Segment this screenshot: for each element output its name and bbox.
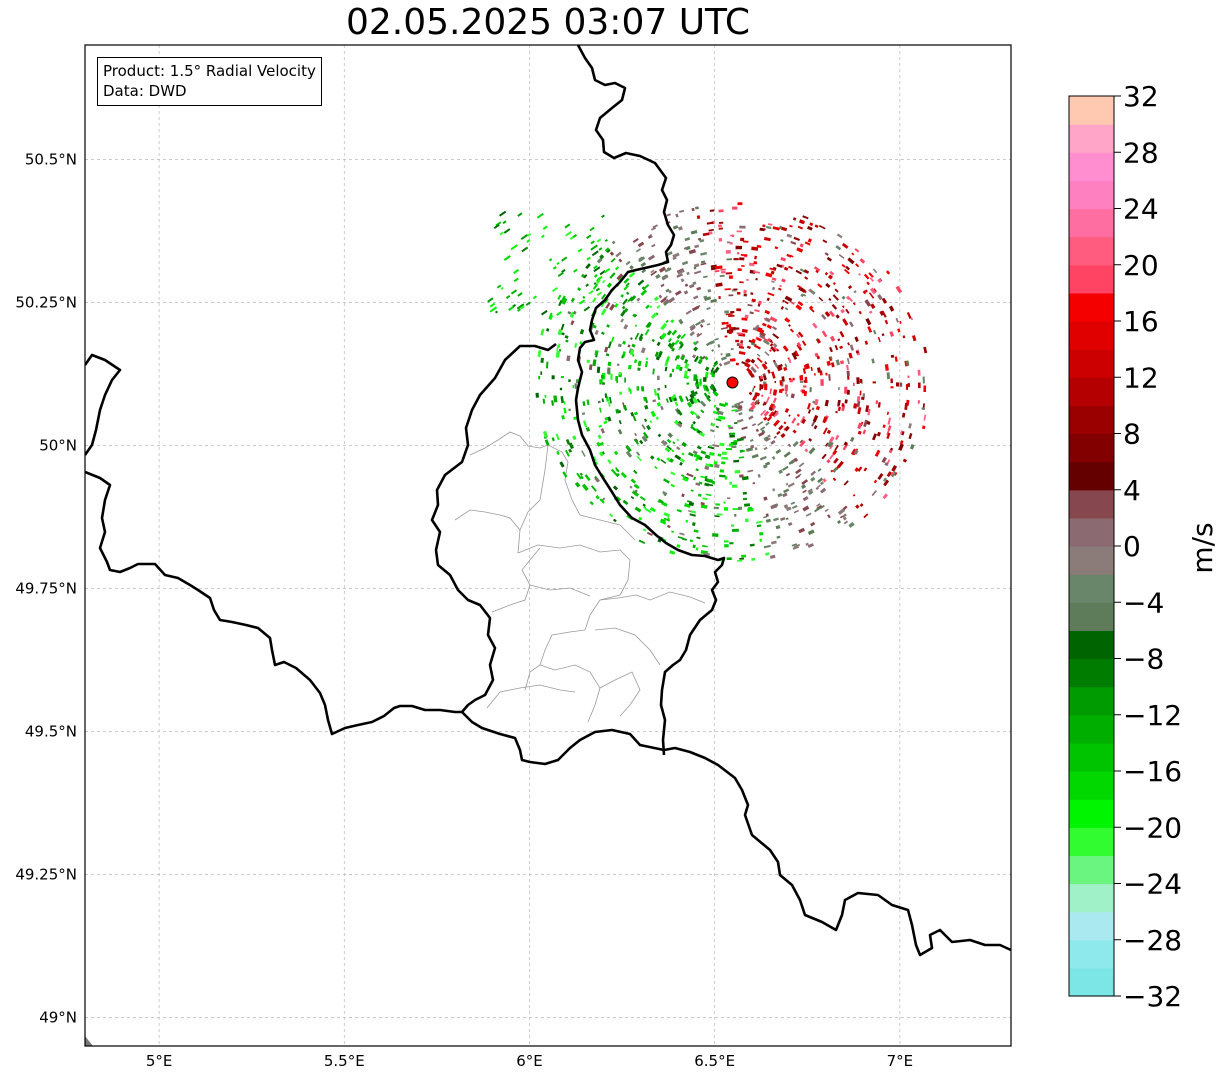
data-source-label: Data: DWD xyxy=(103,82,187,100)
colorbar-block xyxy=(1069,208,1114,238)
colorbar-block xyxy=(1069,686,1114,716)
colorbar-tick-label: −32 xyxy=(1123,980,1182,1013)
colorbar-block xyxy=(1069,180,1114,210)
colorbar-tick-label: 12 xyxy=(1123,361,1159,394)
gridlines xyxy=(85,45,1011,1046)
colorbar-block xyxy=(1069,489,1114,519)
colorbar: 32 28 24 20 16 12 8 4 0 −4 −8 −12 −16 −20 −24 −28 −32 m/… xyxy=(1068,80,1219,1013)
colorbar-block xyxy=(1069,714,1114,744)
colorbar-block xyxy=(1069,152,1114,181)
radar-velocity-returns xyxy=(487,202,928,562)
colorbar-block xyxy=(1069,124,1114,153)
y-tick-label: 50.5°N xyxy=(25,150,77,168)
colorbar-block xyxy=(1069,264,1114,294)
colorbar-block xyxy=(1069,967,1114,997)
colorbar-tick-label: 0 xyxy=(1123,530,1141,563)
product-label: Product: 1.5° Radial Velocity xyxy=(103,62,316,80)
colorbar-block xyxy=(1069,658,1114,688)
colorbar-block xyxy=(1069,883,1114,913)
info-box: Product: 1.5° Radial Velocity Data: DWD xyxy=(97,57,322,106)
y-tick-label: 50.25°N xyxy=(15,293,77,311)
colorbar-block xyxy=(1069,517,1114,547)
colorbar-tick-label: −28 xyxy=(1123,924,1182,957)
colorbar-block xyxy=(1069,433,1114,463)
colorbar-label: m/s xyxy=(1186,522,1219,573)
x-tick-label: 6°E xyxy=(516,1052,543,1070)
colorbar-tick-label: 32 xyxy=(1123,80,1159,113)
colorbar-block xyxy=(1069,546,1114,575)
colorbar-block xyxy=(1069,461,1114,491)
map-frame xyxy=(84,44,1012,1047)
colorbar-tick-label: −4 xyxy=(1123,586,1164,619)
colorbar-tick-label: 16 xyxy=(1123,305,1159,338)
colorbar-block xyxy=(1069,236,1114,266)
map-area xyxy=(85,45,1011,1046)
colorbar-block xyxy=(1069,799,1114,828)
map-title: 02.05.2025 03:07 UTC xyxy=(345,2,751,43)
colorbar-tick-label: −24 xyxy=(1123,868,1182,901)
colorbar-tick-label: −12 xyxy=(1123,699,1182,732)
colorbar-block xyxy=(1069,911,1114,941)
colorbar-tick-label: −16 xyxy=(1123,755,1182,788)
x-axis-ticks: 5°E 5.5°E 6°E 6.5°E 7°E xyxy=(146,1052,913,1070)
colorbar-block xyxy=(1069,939,1114,969)
colorbar-block xyxy=(1069,292,1114,322)
y-tick-label: 49.75°N xyxy=(15,579,77,597)
colorbar-tick-label: 24 xyxy=(1123,193,1159,226)
colorbar-block xyxy=(1069,602,1114,631)
y-tick-label: 49.25°N xyxy=(15,865,77,883)
y-axis-ticks: 50.5°N 50.25°N 50°N 49.75°N 49.5°N 49.25°N 49°… xyxy=(15,150,77,1026)
x-tick-label: 5.5°E xyxy=(324,1052,365,1070)
colorbar-tick-label: −8 xyxy=(1123,643,1164,676)
district-boundaries xyxy=(454,431,706,723)
corner-land-fragment xyxy=(85,1036,93,1046)
colorbar-tick-label: −20 xyxy=(1123,811,1182,844)
y-tick-label: 50°N xyxy=(39,436,77,454)
colorbar-block xyxy=(1069,630,1114,660)
colorbar-block xyxy=(1069,855,1114,885)
colorbar-block xyxy=(1069,574,1114,603)
colorbar-block xyxy=(1069,742,1114,772)
colorbar-block xyxy=(1069,771,1114,800)
y-tick-label: 49°N xyxy=(39,1008,77,1026)
colorbar-block xyxy=(1069,377,1114,406)
colorbar-tick-label: 4 xyxy=(1123,474,1141,507)
colorbar-block xyxy=(1069,405,1114,435)
x-tick-label: 5°E xyxy=(146,1052,173,1070)
colorbar-tick-label: 8 xyxy=(1123,418,1141,451)
colorbar-ticks: 32 28 24 20 16 12 8 4 0 −4 −8 −12 −16 −20 −24 −28 −32 xyxy=(1114,80,1182,1013)
colorbar-block xyxy=(1069,349,1114,378)
x-tick-label: 7°E xyxy=(887,1052,914,1070)
colorbar-block xyxy=(1069,96,1114,125)
colorbar-tick-label: 20 xyxy=(1123,249,1159,282)
y-tick-label: 49.5°N xyxy=(25,722,77,740)
radar-site-marker xyxy=(726,376,739,389)
country-borders xyxy=(85,45,1011,957)
x-tick-label: 6.5°E xyxy=(694,1052,735,1070)
colorbar-tick-label: 28 xyxy=(1123,136,1159,169)
colorbar-blocks xyxy=(1069,96,1114,997)
colorbar-block xyxy=(1069,321,1114,350)
colorbar-block xyxy=(1069,827,1114,856)
